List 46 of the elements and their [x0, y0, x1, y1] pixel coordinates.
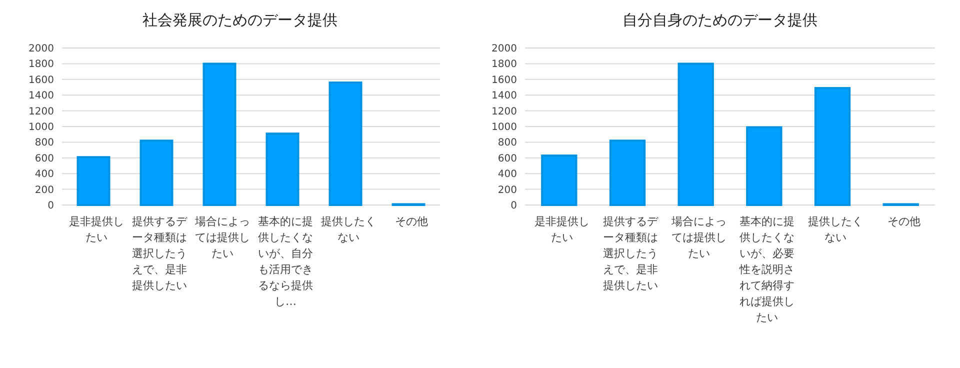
bar — [609, 140, 646, 206]
bar — [328, 82, 362, 206]
x-tick-label: その他 — [394, 214, 429, 230]
y-tick-label: 800 — [498, 138, 517, 149]
x-tick-label: 提供したくない — [807, 214, 864, 246]
y-tick-label: 1200 — [28, 106, 54, 118]
y-tick-label: 1000 — [28, 122, 54, 133]
y-tick-label: 0 — [48, 200, 54, 212]
y-tick-label: 1400 — [28, 90, 54, 102]
y-tick-label: 200 — [498, 184, 517, 196]
x-tick-label: その他 — [886, 214, 922, 230]
y-tick-label: 1800 — [492, 59, 517, 70]
y-tick-label: 0 — [510, 200, 517, 212]
y-tick-label: 200 — [34, 184, 54, 196]
bar — [814, 87, 851, 206]
bar — [76, 156, 110, 206]
x-tick-label: 提供するデータ種類は選択したうえで、是非提供したい — [131, 214, 188, 294]
bar — [202, 62, 236, 206]
x-tick-label: 是非提供したい — [534, 214, 591, 246]
bar — [678, 62, 714, 206]
x-tick-label: 提供したくない — [320, 214, 377, 246]
chart-title: 自分自身のためのデータ提供 — [622, 11, 818, 30]
y-tick-label: 1400 — [492, 90, 517, 102]
x-tick-label: 場合によっては提供したい — [670, 214, 728, 262]
bar — [746, 126, 782, 206]
y-tick-label: 2000 — [492, 44, 517, 54]
y-tick-label: 600 — [34, 153, 54, 164]
y-tick-label: 1600 — [492, 74, 517, 86]
y-tick-label: 2000 — [28, 44, 54, 54]
x-tick-label: 是非提供したい — [68, 214, 125, 246]
x-tick-label: 基本的に提供したくないが、必要性を説明されて納得すれば提供したい — [738, 214, 796, 326]
chart-title: 社会発展のためのデータ提供 — [142, 11, 338, 30]
bar — [140, 140, 174, 206]
bar — [266, 132, 300, 206]
x-tick-label: 提供するデータ種類は選択したうえで、是非提供したい — [602, 214, 660, 294]
x-tick-label: 場合によっては提供したい — [194, 214, 251, 262]
y-tick-label: 800 — [34, 138, 54, 149]
y-tick-label: 1000 — [492, 122, 517, 133]
y-tick-label: 1800 — [28, 59, 54, 70]
y-tick-label: 400 — [498, 169, 517, 180]
y-tick-label: 600 — [498, 153, 517, 164]
bar — [541, 154, 578, 206]
y-tick-label: 400 — [34, 169, 54, 180]
y-tick-label: 1200 — [492, 106, 517, 118]
y-tick-label: 1600 — [28, 74, 54, 86]
x-tick-label: 基本的に提供したくないが、自分も活用できるなら提供し… — [257, 214, 314, 310]
